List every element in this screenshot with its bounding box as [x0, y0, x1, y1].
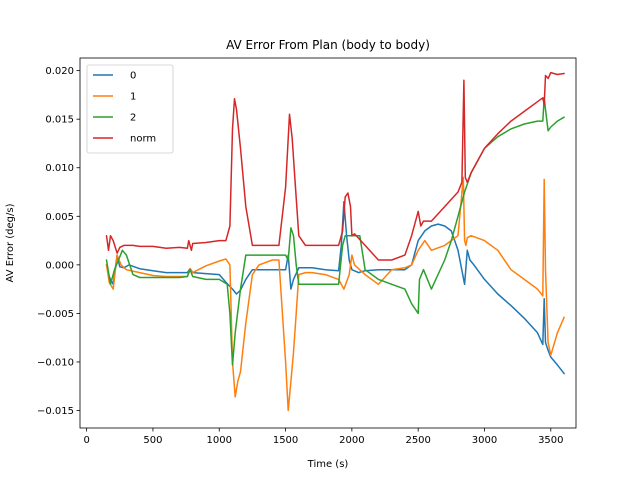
y-tick-label: 0.010 [45, 163, 74, 174]
chart-title: AV Error From Plan (body to body) [226, 38, 430, 52]
x-tick-label: 0 [83, 435, 89, 446]
legend-label-1: 1 [130, 92, 136, 103]
y-tick-label: 0.020 [45, 66, 74, 77]
legend-label-0: 0 [130, 71, 136, 82]
series-line-0 [105, 200, 565, 375]
legend-box [86, 64, 174, 154]
x-tick-label: 500 [143, 435, 162, 446]
plot-area [79, 57, 577, 429]
x-tick-label: 1000 [207, 435, 232, 446]
y-axis-label: AV Error (deg/s) [5, 203, 16, 282]
series-line-norm [105, 71, 565, 261]
series-line-1 [105, 176, 565, 412]
x-tick-label: 3500 [538, 435, 563, 446]
plot-frame [79, 57, 577, 429]
x-axis-label: Time (s) [307, 459, 349, 470]
x-tick-label: 3000 [472, 435, 497, 446]
legend-label-2: 2 [130, 113, 136, 124]
legend-label-norm: norm [130, 134, 156, 145]
x-tick-label: 2500 [405, 435, 430, 446]
x-tick-label: 1500 [273, 435, 298, 446]
y-tick-label: −0.005 [37, 309, 74, 320]
y-tick-label: −0.015 [37, 406, 74, 417]
x-tick-label: 2000 [339, 435, 364, 446]
series-layer [105, 71, 565, 412]
y-tick-label: 0.015 [45, 115, 74, 126]
x-axis: 0 500 1000 1500 2000 2500 3000 3500 [83, 428, 564, 446]
y-tick-label: −0.010 [37, 357, 74, 368]
legend: 0 1 2 norm [86, 64, 174, 154]
y-axis: −0.015 −0.010 −0.005 0.000 0.005 0.010 0.015 0.… [37, 66, 80, 417]
y-tick-label: 0.000 [45, 260, 74, 271]
y-tick-label: 0.005 [45, 212, 74, 223]
